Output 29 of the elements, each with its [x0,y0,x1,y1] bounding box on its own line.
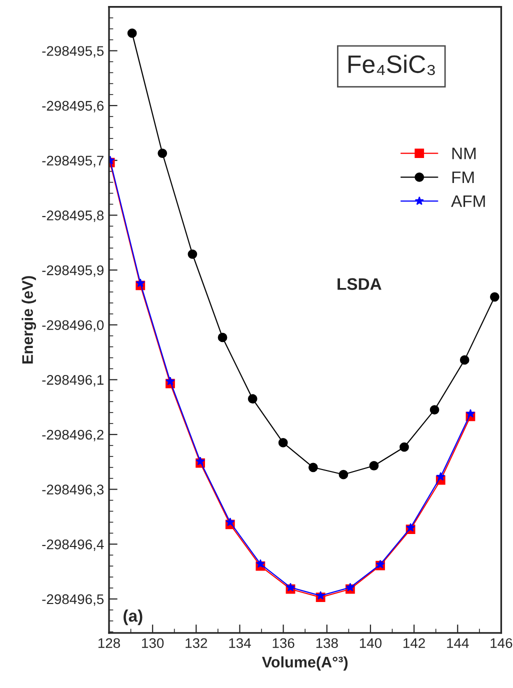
legend-label: FM [452,172,474,184]
y-tick-label: -298495,5 [42,46,104,58]
y-tick-label: -298495,6 [42,100,104,112]
x-tick-label: 146 [490,638,512,648]
x-tick-label: 138 [316,638,338,648]
y-tick-label: -298496,3 [42,484,104,496]
y-tick-label: -298496,2 [42,430,104,442]
y-tick-label: -298496,1 [42,375,104,386]
x-tick-label: 130 [142,638,164,648]
y-tick-label: -298495,9 [42,265,104,277]
legend-label: NM [452,148,476,160]
x-axis-title: Volume(A°³) [262,656,348,671]
annotation: Fe₄SiC₃ [348,54,435,76]
x-tick-label: 128 [98,638,120,648]
x-tick-label: 144 [447,638,469,648]
x-tick-label: 134 [229,638,251,648]
y-tick-label: -298496,4 [42,539,104,551]
annotation: (a) [124,610,142,626]
x-tick-label: 140 [360,638,382,648]
y-tick-label: -298495,8 [42,210,104,222]
x-tick-label: 132 [186,638,208,648]
x-tick-label: 136 [272,638,294,648]
x-tick-label: 142 [404,638,425,648]
y-tick-label: -298495,7 [42,156,104,168]
annotation: LSDA [338,278,382,290]
y-axis-title: Energie (eV) [22,276,36,364]
y-tick-label: -298496,5 [42,594,104,606]
y-tick-label: -298496,0 [42,320,104,332]
legend-label: AFM [451,195,485,207]
